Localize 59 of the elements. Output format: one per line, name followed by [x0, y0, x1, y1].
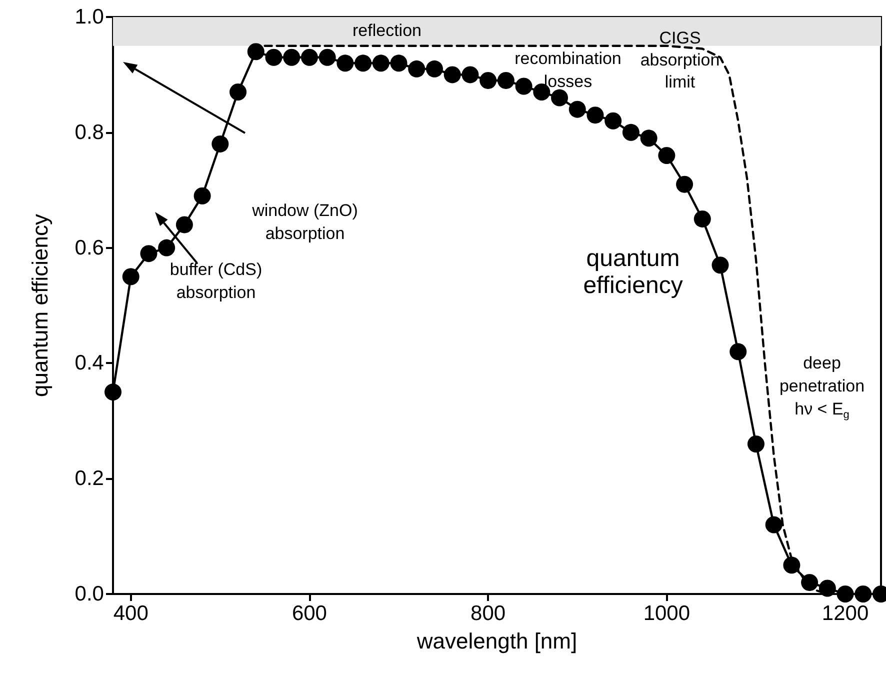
- y-tick-label: 1.0: [74, 6, 104, 28]
- point: [300, 48, 318, 66]
- x-tick-label: 400: [113, 602, 148, 625]
- point: [568, 100, 586, 118]
- point: [586, 106, 604, 124]
- point: [247, 43, 264, 60]
- point: [622, 124, 640, 141]
- point: [408, 60, 426, 78]
- point: [212, 135, 229, 152]
- y-tick-label: 0.6: [74, 236, 104, 260]
- point: [515, 78, 532, 95]
- point: [551, 89, 568, 106]
- x-tick-label: 800: [470, 602, 506, 625]
- point: [283, 48, 300, 66]
- point: [122, 268, 140, 286]
- point: [426, 60, 443, 78]
- point: [372, 54, 390, 72]
- point: [497, 72, 514, 89]
- annotation: recombination losses: [514, 49, 622, 91]
- x-axis-title: wavelength [nm]: [416, 628, 578, 654]
- point: [604, 112, 622, 130]
- y-tick-label: 0.2: [74, 467, 104, 490]
- series-label: quantum efficiency: [583, 245, 683, 299]
- point: [765, 516, 782, 534]
- y-tick-label: 0.4: [74, 352, 104, 375]
- annotation: buffer (CdS) absorption: [170, 260, 262, 302]
- x-tick-label: 1200: [822, 602, 869, 625]
- point: [158, 239, 176, 256]
- point: [265, 48, 282, 66]
- y-tick-label: 0.8: [74, 120, 104, 144]
- x-tick-label: 600: [292, 602, 327, 625]
- point: [462, 66, 479, 84]
- point: [747, 435, 764, 452]
- point: [104, 384, 122, 401]
- point: [658, 146, 676, 164]
- point: [730, 343, 747, 360]
- point: [818, 580, 836, 597]
- series-label: CIGS absorption limit: [640, 28, 720, 92]
- point: [336, 54, 354, 72]
- y-axis-title: quantum efficiency: [28, 214, 52, 398]
- point: [836, 586, 854, 602]
- point: [390, 54, 408, 72]
- point: [176, 216, 193, 234]
- point: [318, 48, 336, 66]
- y-tick-label: 0.0: [74, 582, 104, 606]
- point: [712, 256, 729, 274]
- point: [854, 586, 872, 602]
- point: [444, 66, 461, 84]
- point: [194, 187, 211, 204]
- x-tick-label: 1000: [643, 602, 690, 625]
- point: [640, 130, 658, 147]
- annotation: window (ZnO) absorption: [251, 201, 358, 243]
- point: [694, 210, 711, 228]
- band-label: reflection: [352, 21, 422, 40]
- point: [480, 72, 497, 89]
- point: [230, 84, 247, 101]
- point: [140, 245, 158, 262]
- point: [676, 176, 694, 193]
- point: [354, 54, 372, 72]
